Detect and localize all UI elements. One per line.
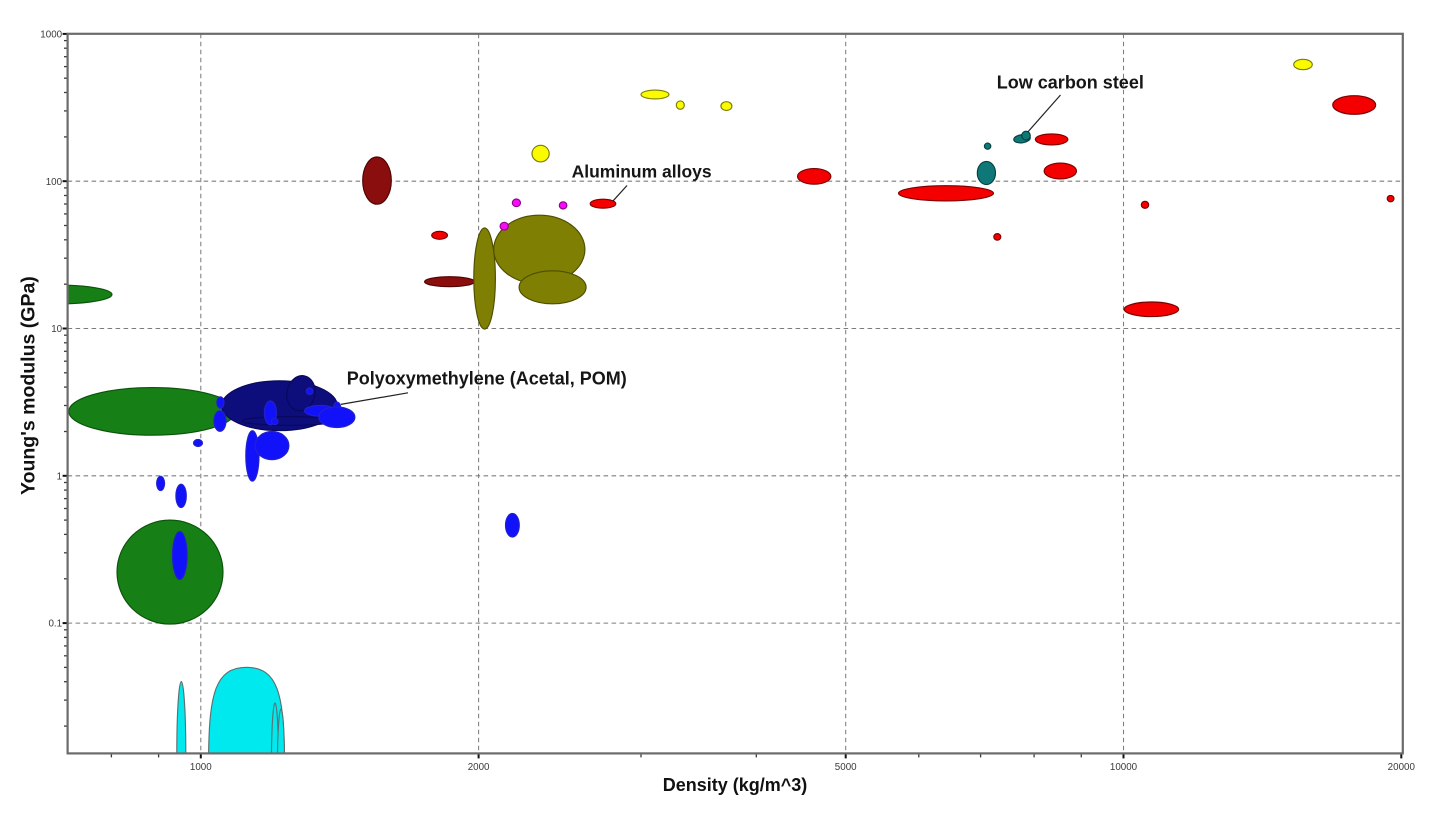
- svg-text:Young's modulus (GPa): Young's modulus (GPa): [18, 276, 40, 495]
- svg-text:1: 1: [57, 471, 62, 482]
- svg-text:100: 100: [46, 177, 63, 188]
- svg-text:Low carbon steel: Low carbon steel: [997, 73, 1144, 93]
- svg-text:1000: 1000: [190, 762, 212, 773]
- svg-text:2000: 2000: [468, 762, 490, 773]
- svg-text:Aluminum alloys: Aluminum alloys: [572, 162, 712, 182]
- svg-text:Density (kg/m^3): Density (kg/m^3): [663, 775, 808, 795]
- svg-text:10000: 10000: [1110, 762, 1138, 773]
- svg-text:Polyoxymethylene (Acetal, POM): Polyoxymethylene (Acetal, POM): [347, 369, 627, 389]
- svg-text:0.1: 0.1: [48, 619, 62, 630]
- svg-text:20000: 20000: [1388, 762, 1416, 773]
- svg-text:1000: 1000: [40, 30, 62, 41]
- svg-text:5000: 5000: [835, 762, 857, 773]
- svg-text:10: 10: [51, 324, 62, 335]
